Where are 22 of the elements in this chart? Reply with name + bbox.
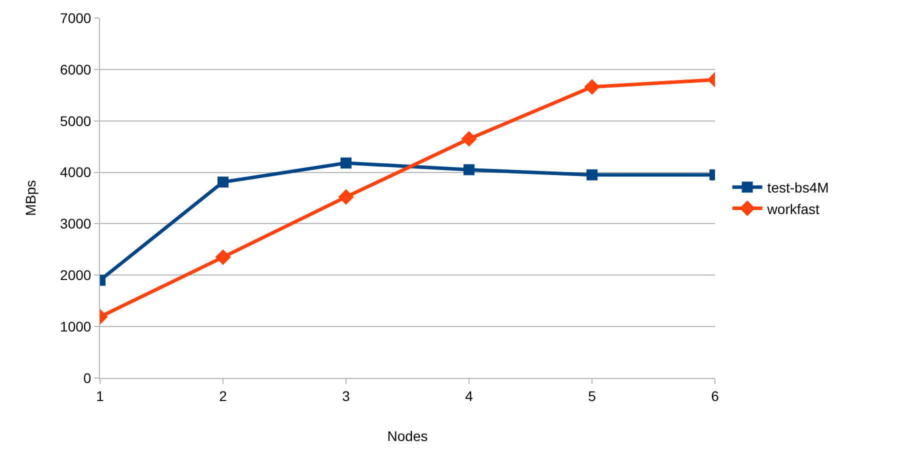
x-tick-label: 3 xyxy=(342,388,350,404)
legend-label: test-bs4M xyxy=(767,180,829,196)
x-axis-title: Nodes xyxy=(387,428,428,444)
x-tick-label: 5 xyxy=(588,388,596,404)
x-tick-label: 1 xyxy=(96,388,104,404)
y-tick-label: 2000 xyxy=(60,267,92,284)
y-tick-label: 5000 xyxy=(60,112,92,129)
legend-label: workfast xyxy=(766,200,820,217)
x-tick-label: 4 xyxy=(465,388,474,404)
y-axis-title: MBps xyxy=(22,180,39,216)
y-tick-label: 6000 xyxy=(60,61,92,78)
y-tick-label: 4000 xyxy=(60,164,92,180)
point xyxy=(338,189,354,205)
x-tick-label: 6 xyxy=(711,388,720,404)
x-tick-label: 2 xyxy=(219,388,228,404)
point xyxy=(461,131,477,147)
y-tick-label: 7000 xyxy=(60,10,92,26)
point xyxy=(340,158,352,169)
y-tick-label: 1000 xyxy=(60,318,92,334)
point xyxy=(464,164,474,176)
y-tick-label: 3000 xyxy=(60,216,92,232)
y-tick-label: 0 xyxy=(83,370,92,386)
